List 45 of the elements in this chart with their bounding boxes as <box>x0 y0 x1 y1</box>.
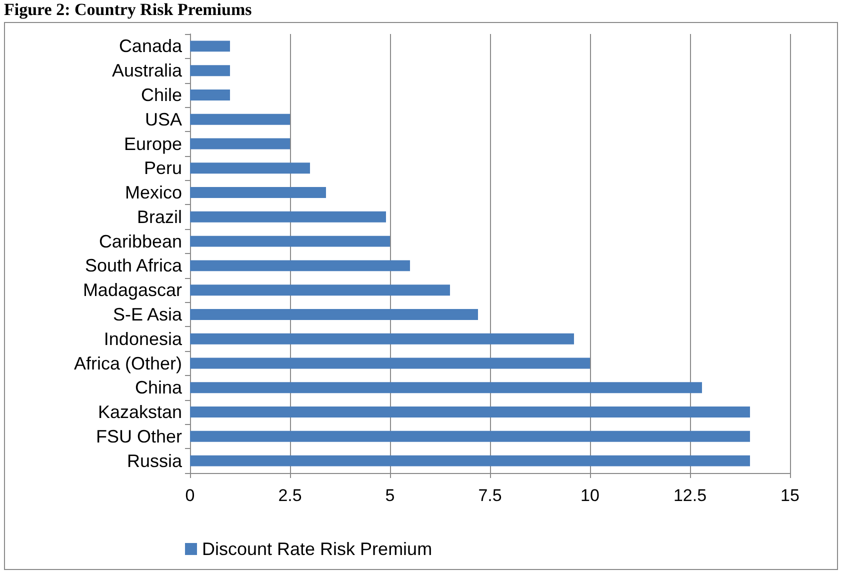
y-tick-label: USA <box>144 109 182 130</box>
y-tick-label: Mexico <box>124 182 182 203</box>
bar <box>190 236 390 247</box>
bar <box>190 40 230 52</box>
y-tick-label: Caribbean <box>98 231 182 252</box>
bar <box>190 430 750 442</box>
y-tick-label: FSU Other <box>96 426 182 446</box>
x-tick-label: 10 <box>580 486 600 505</box>
y-tick-label: S-E Asia <box>112 304 183 324</box>
x-tick-label: 0 <box>185 486 195 505</box>
y-tick-label: Brazil <box>136 206 182 227</box>
y-tick-label: Indonesia <box>104 328 183 349</box>
bar <box>190 114 290 125</box>
y-tick-label: Africa (Other) <box>74 353 182 374</box>
bar <box>190 406 750 418</box>
bar <box>190 455 750 466</box>
bar <box>190 260 410 272</box>
bar <box>190 162 310 174</box>
bar <box>190 333 574 344</box>
y-tick-label: Peru <box>144 158 182 178</box>
x-tick-label: 2.5 <box>278 486 302 505</box>
bar <box>190 65 230 76</box>
bar <box>190 284 450 296</box>
y-tick-label: Europe <box>124 134 182 154</box>
bar <box>190 308 478 320</box>
y-tick-label: China <box>134 378 183 398</box>
x-tick-label: 7.5 <box>478 486 502 505</box>
bar <box>190 358 590 369</box>
y-tick-label: Australia <box>112 60 183 81</box>
y-tick-label: Madagascar <box>82 280 182 300</box>
legend-label: Discount Rate Risk Premium <box>202 539 432 559</box>
x-tick-label: 12.5 <box>673 486 707 505</box>
bar <box>190 382 702 394</box>
bar <box>190 211 386 222</box>
y-tick-label: Russia <box>126 450 183 471</box>
bar <box>190 187 326 198</box>
y-tick-label: South Africa <box>84 256 183 276</box>
y-tick-label: Kazakstan <box>98 402 182 422</box>
bar <box>190 138 290 150</box>
y-tick-label: Chile <box>140 84 182 105</box>
chart-title: Figure 2: Country Risk Premiums <box>4 0 252 20</box>
x-tick-label: 5 <box>385 486 395 505</box>
y-tick-label: Canada <box>118 36 183 56</box>
bar <box>190 89 230 100</box>
x-tick-label: 15 <box>780 486 800 505</box>
